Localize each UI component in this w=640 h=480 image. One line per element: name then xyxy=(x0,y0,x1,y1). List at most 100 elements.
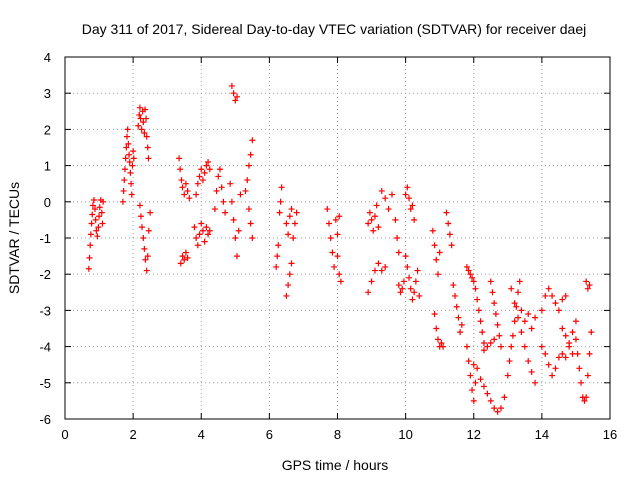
data-point xyxy=(136,111,143,118)
data-point xyxy=(489,289,496,296)
data-point xyxy=(474,296,481,303)
data-point xyxy=(249,137,256,144)
data-point xyxy=(99,220,106,227)
data-point xyxy=(290,235,297,241)
data-point xyxy=(234,253,241,260)
data-point xyxy=(120,187,127,194)
data-point xyxy=(448,242,455,249)
data-point xyxy=(88,220,95,227)
data-point xyxy=(389,191,395,198)
data-point xyxy=(528,325,535,332)
data-point xyxy=(472,379,479,386)
grid-lines xyxy=(65,57,610,419)
data-point xyxy=(276,209,283,216)
data-point xyxy=(559,350,566,357)
data-point xyxy=(293,209,300,216)
data-point xyxy=(375,260,382,267)
data-point xyxy=(498,343,504,350)
data-point xyxy=(232,97,239,104)
data-point xyxy=(206,166,213,173)
data-point xyxy=(455,314,462,321)
data-point xyxy=(368,216,375,223)
data-point xyxy=(283,292,290,299)
data-point xyxy=(429,227,436,234)
data-point xyxy=(404,184,411,191)
y-axis-label: SDTVAR / TECUs xyxy=(6,182,22,294)
data-point xyxy=(334,231,341,238)
data-point xyxy=(98,209,105,216)
data-point xyxy=(395,282,402,289)
data-point xyxy=(572,336,579,343)
data-point xyxy=(137,115,144,122)
data-point xyxy=(542,292,549,299)
data-point xyxy=(508,343,515,350)
data-point xyxy=(518,307,525,314)
data-point xyxy=(121,177,128,184)
data-point xyxy=(186,195,193,202)
data-point xyxy=(463,343,470,350)
data-point xyxy=(404,263,411,270)
data-point xyxy=(228,82,235,89)
data-point xyxy=(286,213,293,220)
data-point xyxy=(511,318,518,325)
data-point xyxy=(511,300,518,307)
data-point xyxy=(249,235,256,241)
x-tick-label: 16 xyxy=(603,427,617,442)
data-point xyxy=(445,220,452,227)
data-point xyxy=(532,314,539,321)
data-point xyxy=(406,274,413,281)
data-point xyxy=(433,256,440,263)
data-point xyxy=(176,155,183,162)
data-point xyxy=(235,227,242,234)
x-axis-label: GPS time / hours xyxy=(282,457,389,473)
data-point xyxy=(458,321,465,328)
data-point xyxy=(232,235,239,241)
data-point xyxy=(193,191,200,198)
data-point xyxy=(371,267,378,274)
data-point xyxy=(382,195,389,202)
data-point xyxy=(365,289,372,296)
data-point xyxy=(206,227,213,234)
data-point xyxy=(184,254,191,261)
data-point xyxy=(402,191,409,198)
data-point xyxy=(394,235,401,241)
data-point xyxy=(130,148,137,155)
data-point xyxy=(178,177,185,184)
data-point xyxy=(521,318,528,325)
data-point xyxy=(525,358,532,365)
data-point xyxy=(199,227,206,234)
data-point xyxy=(327,235,334,241)
data-point xyxy=(586,350,593,357)
data-points xyxy=(85,82,595,415)
data-point xyxy=(205,158,212,165)
data-point xyxy=(218,184,225,191)
data-point xyxy=(203,162,210,169)
data-point xyxy=(552,365,559,372)
data-point xyxy=(583,394,590,401)
data-point xyxy=(245,206,252,213)
data-point xyxy=(177,260,184,267)
data-point xyxy=(181,256,188,263)
data-point xyxy=(216,166,223,173)
data-point xyxy=(137,213,144,220)
x-tick-label: 2 xyxy=(130,427,137,442)
data-point xyxy=(325,220,332,227)
data-point xyxy=(385,206,392,213)
data-point xyxy=(469,387,476,394)
data-point xyxy=(199,177,206,184)
data-point xyxy=(215,173,222,180)
data-point xyxy=(331,263,338,270)
data-point xyxy=(578,379,585,386)
data-point xyxy=(576,365,583,372)
data-point xyxy=(288,206,295,213)
y-tick-label: 0 xyxy=(44,195,51,210)
data-point xyxy=(205,231,212,238)
data-point xyxy=(135,122,142,129)
data-point xyxy=(496,332,503,339)
data-point xyxy=(566,339,573,346)
data-point xyxy=(477,318,484,325)
data-point xyxy=(141,130,148,137)
x-tick-label: 10 xyxy=(398,427,412,442)
data-point xyxy=(89,202,96,209)
data-point xyxy=(583,278,590,285)
